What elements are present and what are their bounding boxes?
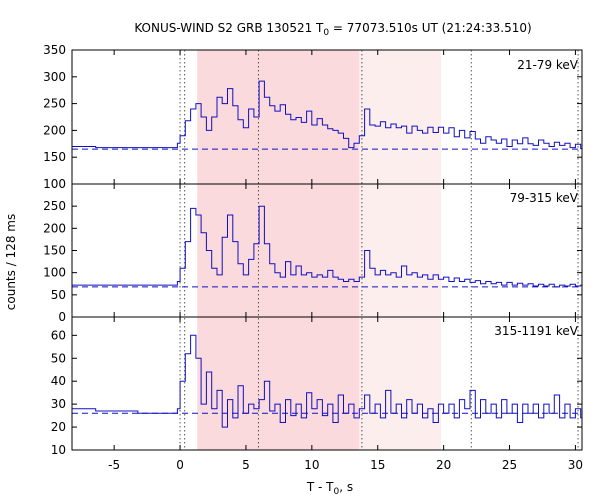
- panel-3-y-tick-label: 40: [51, 374, 66, 388]
- panel-2-y-tick-label: 250: [43, 199, 66, 213]
- panel-2-band-label: 79-315 keV: [510, 191, 579, 205]
- panel-3-y-tick-label: 60: [51, 328, 66, 342]
- x-tick-label: 25: [502, 458, 517, 472]
- panel-1-y-tick-label: 300: [43, 70, 66, 84]
- y-axis-title: counts / 128 ms: [4, 214, 18, 310]
- x-tick-label: 15: [370, 458, 385, 472]
- panel-3-y-tick-label: 10: [51, 443, 66, 457]
- chart-title: KONUS-WIND S2 GRB 130521 T0 = 77073.510s…: [134, 21, 531, 38]
- panel-1-y-tick-label: 200: [43, 123, 66, 137]
- panel-2-count-series: [72, 205, 582, 288]
- panel-1-y-tick-label: 350: [43, 43, 66, 57]
- x-axis-title: T - T0, s: [306, 480, 353, 497]
- shaded-intervals: [197, 50, 441, 450]
- shaded-interval-2: [359, 50, 441, 450]
- panel-1-count-series: [72, 80, 582, 150]
- chart-title-subscript: 0: [323, 28, 329, 38]
- panel-1-y-tick-label: 150: [43, 150, 66, 164]
- x-tick-label: -5: [108, 458, 120, 472]
- panel-1-y-tick-label: 100: [43, 177, 66, 191]
- panel-3-y-tick-label: 30: [51, 397, 66, 411]
- panel-3-frame: [71, 316, 583, 451]
- panel-3-count-series: [72, 334, 582, 428]
- shaded-interval-1: [197, 50, 360, 450]
- panel-2-y-tick-label: 200: [43, 221, 66, 235]
- panel-2-y-tick-label: 50: [51, 288, 66, 302]
- x-tick-label: 30: [568, 458, 583, 472]
- panel-3-y-tick-label: 20: [51, 420, 66, 434]
- panel-3-band-label: 315-1191 keV: [494, 324, 578, 338]
- chart-title-rest: = 77073.510s UT (21:24:33.510): [329, 21, 532, 35]
- panel-2-y-tick-label: 0: [58, 310, 66, 324]
- x-tick-label: 5: [242, 458, 250, 472]
- count-rate-series: [72, 80, 582, 428]
- x-axis-title-rest: , s: [339, 480, 353, 494]
- panel-1-y-tick-label: 250: [43, 97, 66, 111]
- x-tick-label: 10: [304, 458, 319, 472]
- panel-2-y-tick-label: 150: [43, 244, 66, 258]
- x-tick-label: 20: [436, 458, 451, 472]
- x-axis-title-subscript: 0: [334, 487, 340, 497]
- panel-1-band-label: 21-79 keV: [517, 58, 579, 72]
- axis-ticks: 1001502002503003500501001502002501020304…: [43, 43, 583, 472]
- panel-2-y-tick-label: 100: [43, 266, 66, 280]
- panel-3-y-tick-label: 50: [51, 351, 66, 365]
- x-tick-label: 0: [176, 458, 184, 472]
